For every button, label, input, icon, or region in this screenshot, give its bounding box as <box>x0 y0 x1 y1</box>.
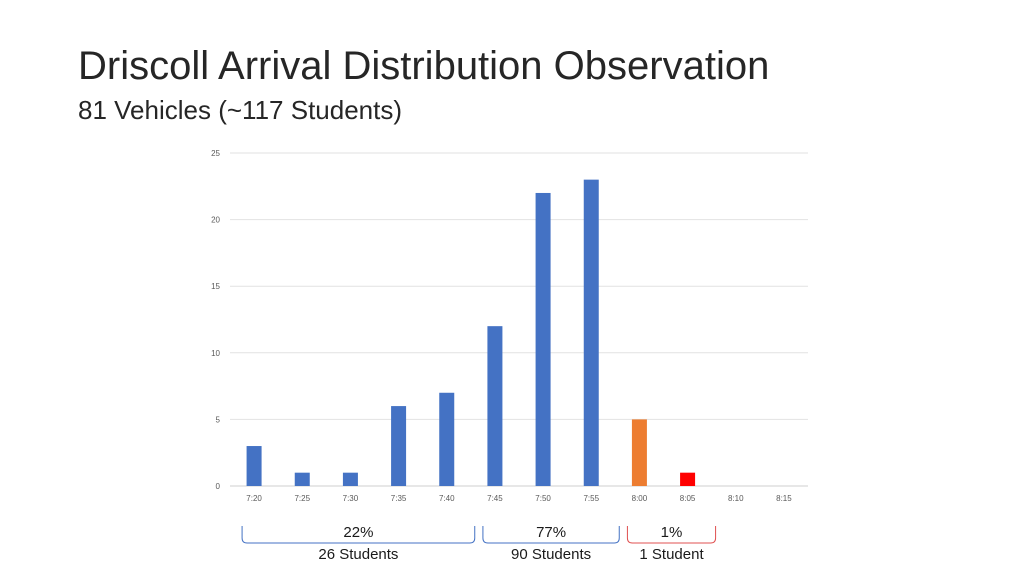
x-tick-label: 7:25 <box>294 494 310 503</box>
y-tick-label: 20 <box>211 216 220 225</box>
x-tick-label: 8:15 <box>776 494 792 503</box>
bar <box>342 472 358 486</box>
bar <box>583 179 599 486</box>
x-tick-label: 8:00 <box>632 494 648 503</box>
y-tick-label: 10 <box>211 349 220 358</box>
range-percent: 22% <box>343 524 374 541</box>
x-tick-label: 7:20 <box>246 494 262 503</box>
range-percent: 1% <box>660 524 683 541</box>
range-bracket <box>626 526 717 544</box>
x-tick-label: 7:35 <box>391 494 407 503</box>
y-tick-label: 0 <box>216 482 221 491</box>
bar <box>246 446 262 486</box>
range-bracket <box>241 526 476 544</box>
bar <box>391 406 407 486</box>
x-tick-label: 8:05 <box>680 494 696 503</box>
x-tick-label: 8:10 <box>728 494 744 503</box>
x-tick-label: 7:45 <box>487 494 503 503</box>
page-title: Driscoll Arrival Distribution Observatio… <box>78 44 770 88</box>
bar <box>439 392 455 486</box>
range-percent: 77% <box>536 524 567 541</box>
x-tick-label: 7:30 <box>343 494 359 503</box>
range-student-count: 1 Student <box>639 546 704 563</box>
bar <box>535 192 551 486</box>
range-student-count: 90 Students <box>511 546 592 563</box>
range-student-count: 26 Students <box>318 546 399 563</box>
bar <box>680 472 696 486</box>
range-bracket <box>482 526 620 544</box>
x-tick-label: 7:55 <box>583 494 599 503</box>
y-tick-label: 15 <box>211 282 220 291</box>
x-tick-label: 7:50 <box>535 494 551 503</box>
bar <box>487 326 503 486</box>
y-tick-label: 25 <box>211 149 220 158</box>
page-subtitle: 81 Vehicles (~117 Students) <box>78 95 403 125</box>
bar <box>294 472 310 486</box>
bar <box>631 419 647 486</box>
y-tick-label: 5 <box>216 415 221 424</box>
x-tick-label: 7:40 <box>439 494 455 503</box>
